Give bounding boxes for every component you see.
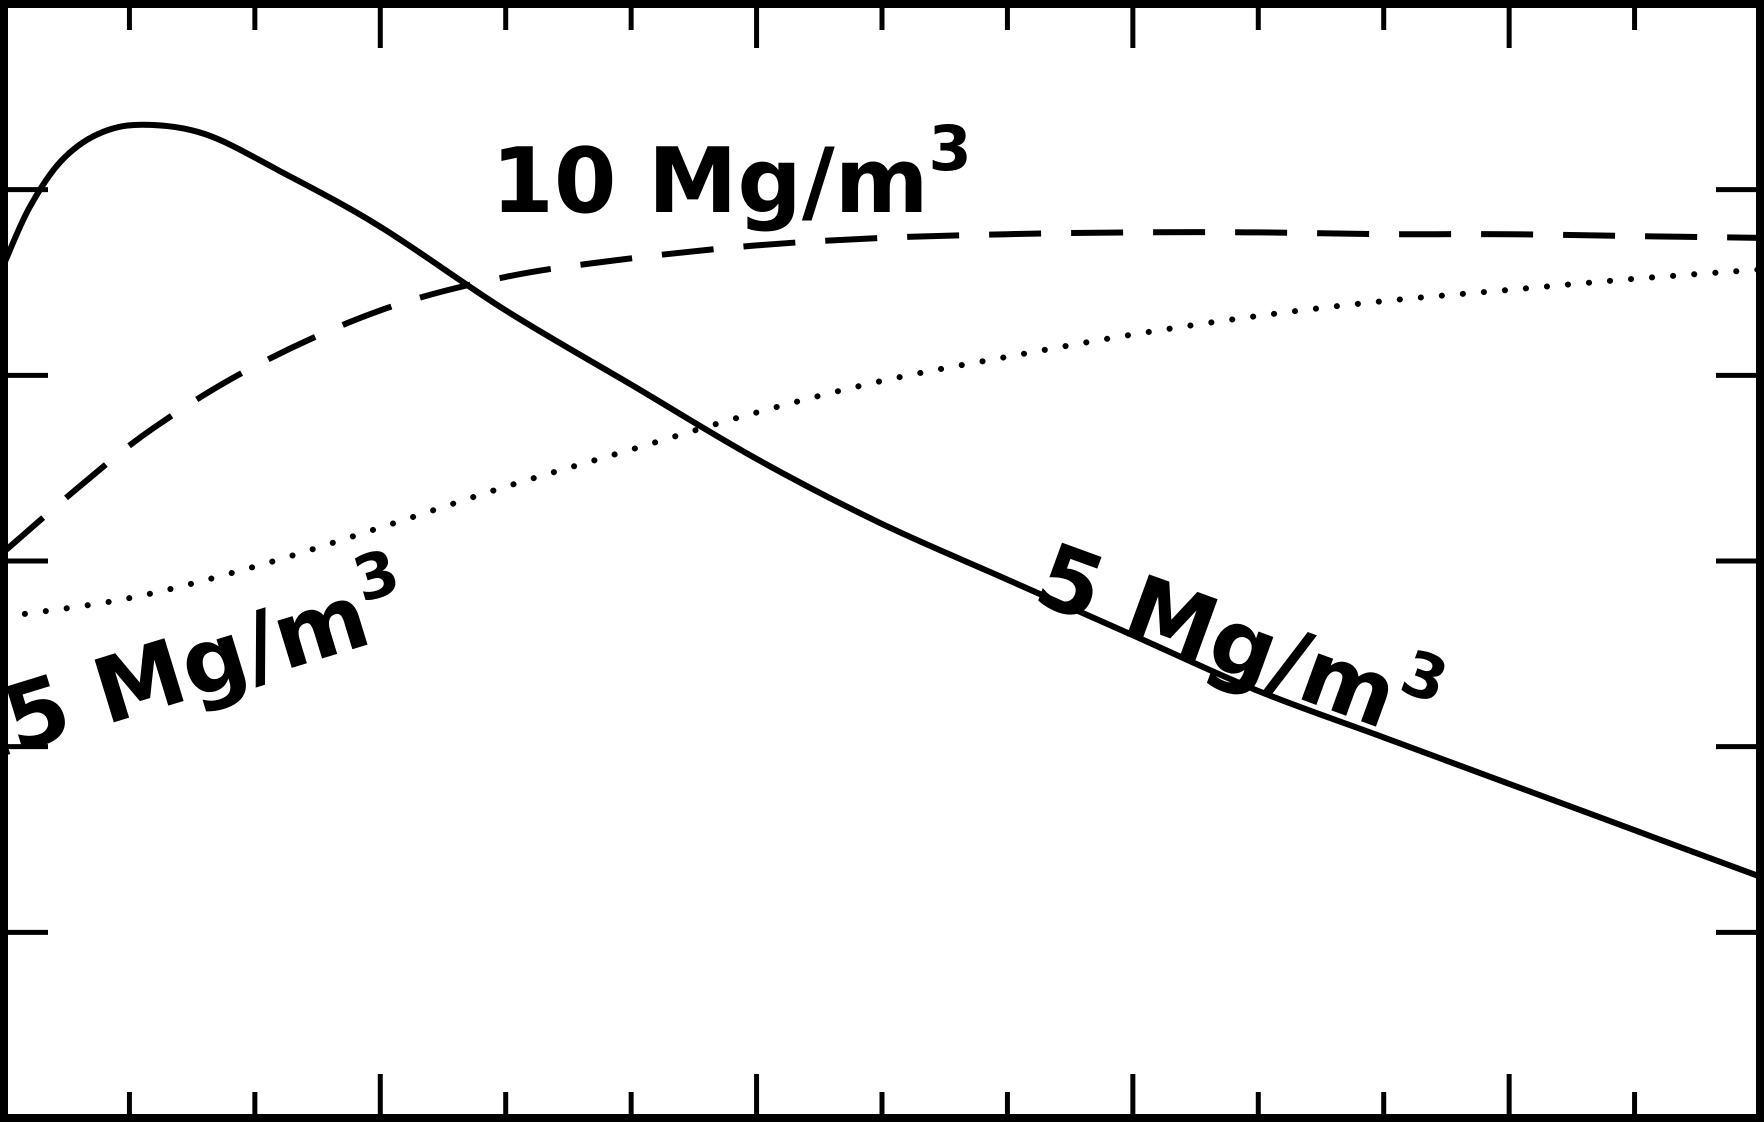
- series-label-text: 10 Mg/m: [491, 129, 928, 234]
- series-label-text: 5 Mg/m: [1023, 523, 1411, 750]
- series-label-text: 15 Mg/m: [0, 563, 381, 791]
- series-group: [4, 125, 1760, 877]
- series-label: 10 Mg/m3: [491, 112, 971, 234]
- series-label: 5 Mg/m3: [1023, 507, 1457, 765]
- series-line-dashed: [4, 232, 1760, 552]
- series-label-superscript: 3: [929, 112, 972, 185]
- series-line-dotted: [4, 270, 1760, 617]
- series-label: 15 Mg/m3: [0, 534, 422, 791]
- series-line-solid: [4, 125, 1760, 877]
